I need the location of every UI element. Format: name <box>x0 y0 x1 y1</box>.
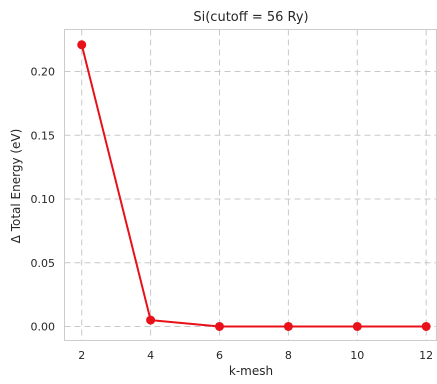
plot-frame <box>64 29 437 341</box>
y-tick-label: 0.05 <box>31 257 56 270</box>
data-point <box>283 321 293 331</box>
data-point <box>77 40 87 50</box>
x-tick-label: 2 <box>78 349 85 362</box>
series-line <box>80 44 427 328</box>
x-tick-label: 8 <box>285 349 292 362</box>
data-point <box>421 321 431 331</box>
data-point <box>146 315 156 325</box>
series-layer <box>77 40 431 331</box>
data-point <box>215 321 224 331</box>
y-tick-label: 0.15 <box>31 129 56 142</box>
y-axis-label: Δ Total Energy (eV) <box>9 129 23 244</box>
y-tick-label: 0.10 <box>31 193 56 206</box>
tick-labels: 2 4 6 8 10 12 0.00 0.05 0.10 0.15 0.20 <box>31 66 434 362</box>
x-tick-label: 4 <box>147 349 154 362</box>
x-axis-label: k-mesh <box>229 364 273 378</box>
y-tick-label: 0.00 <box>31 320 56 333</box>
y-tick-label: 0.20 <box>31 66 56 79</box>
data-point <box>352 321 362 331</box>
grid-lines <box>64 29 437 341</box>
chart-title: Si(cutoff = 56 Ry) <box>193 10 308 25</box>
x-tick-label: 6 <box>216 349 223 362</box>
x-tick-label: 10 <box>350 349 364 362</box>
x-tick-label: 12 <box>419 349 433 362</box>
